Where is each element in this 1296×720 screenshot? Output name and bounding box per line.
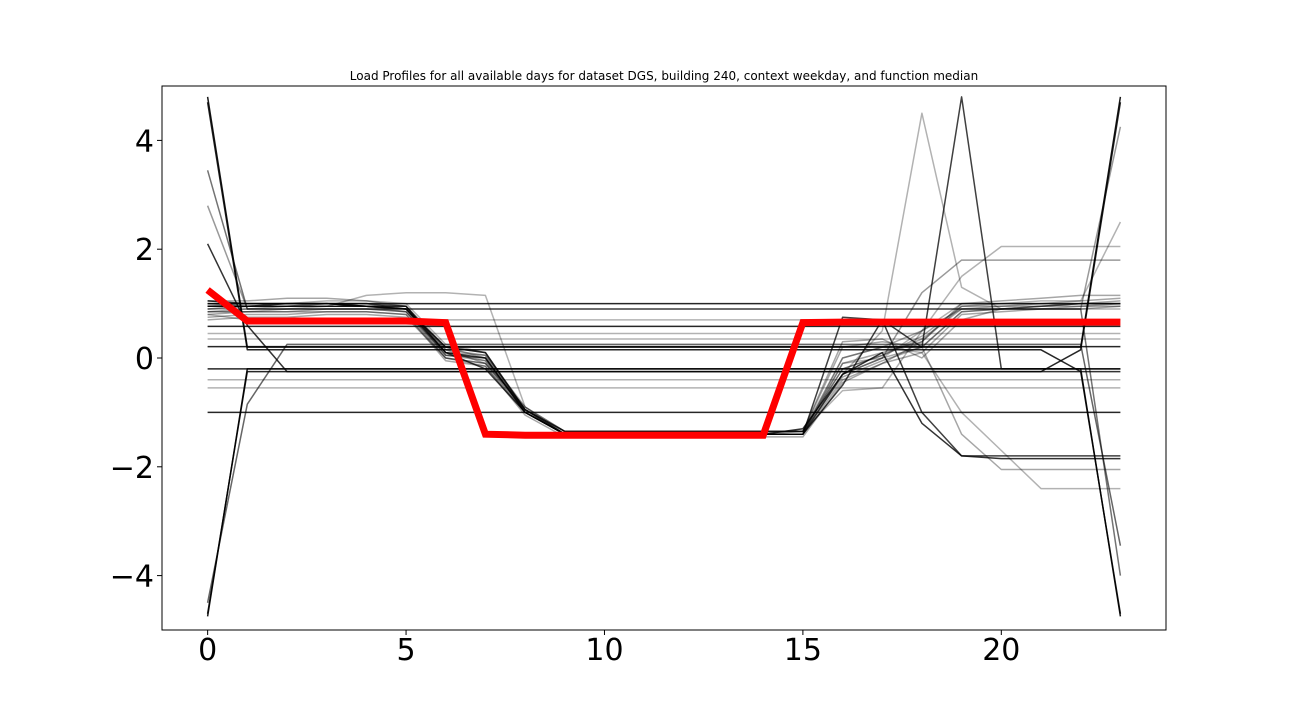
y-tick-label: −2	[110, 451, 154, 486]
x-tick-label: 5	[397, 633, 416, 668]
y-tick-label: 0	[135, 342, 154, 377]
x-tick-label: 15	[784, 633, 822, 668]
y-tick-label: 4	[135, 124, 154, 159]
y-tick-label: −4	[110, 560, 154, 595]
x-tick-label: 0	[198, 633, 217, 668]
y-tick-label: 2	[135, 233, 154, 268]
x-tick-label: 20	[982, 633, 1020, 668]
x-tick-label: 10	[585, 633, 623, 668]
chart-title: Load Profiles for all available days for…	[350, 69, 978, 83]
